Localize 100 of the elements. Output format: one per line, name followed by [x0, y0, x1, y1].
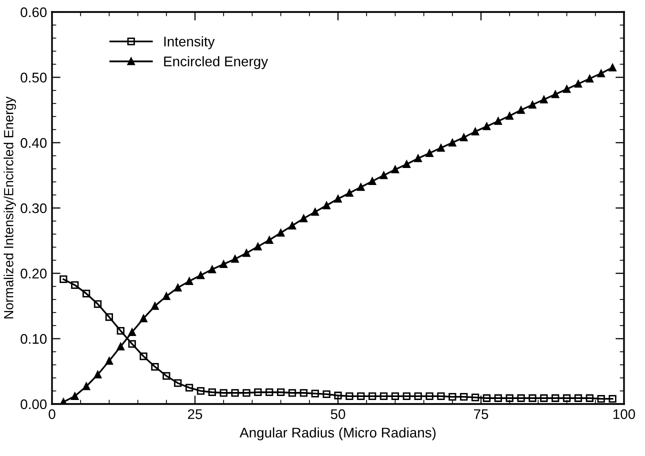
- point: [414, 392, 422, 400]
- point: [162, 372, 170, 380]
- point: [288, 222, 296, 230]
- point: [300, 389, 308, 397]
- point: [94, 370, 102, 378]
- point: [220, 260, 228, 268]
- point: [517, 106, 525, 114]
- point: [128, 328, 136, 336]
- point: [334, 195, 342, 203]
- point: [368, 392, 376, 400]
- point: [552, 394, 560, 402]
- point: [196, 271, 205, 280]
- point: [94, 300, 102, 308]
- point: [574, 80, 582, 88]
- y-tick-label: 0.40: [20, 138, 47, 148]
- point: [402, 392, 410, 400]
- point: [322, 390, 330, 398]
- point: [574, 394, 582, 402]
- point: [460, 134, 468, 142]
- point: [151, 362, 159, 371]
- point: [174, 284, 182, 292]
- point: [448, 392, 456, 401]
- point: [482, 122, 491, 130]
- point: [71, 392, 79, 400]
- point: [391, 166, 400, 174]
- legend-label: Encircled Energy: [164, 56, 268, 70]
- point: [334, 392, 342, 400]
- y-tick-label: 0.60: [20, 7, 47, 18]
- point: [562, 394, 571, 402]
- point: [242, 389, 250, 397]
- point: [231, 255, 239, 263]
- x-tick-label: 25: [188, 409, 202, 420]
- x-tick-label: 75: [474, 409, 488, 420]
- point: [266, 388, 274, 396]
- point: [231, 389, 239, 397]
- point: [82, 382, 90, 390]
- point: [185, 384, 194, 392]
- point: [185, 277, 194, 285]
- point: [140, 352, 148, 360]
- point: [494, 117, 502, 125]
- point: [608, 394, 616, 403]
- point: [322, 202, 330, 210]
- point: [276, 229, 285, 237]
- point: [414, 154, 422, 162]
- point: [506, 112, 514, 120]
- point: [357, 183, 365, 191]
- point: [311, 390, 319, 398]
- point: [528, 394, 536, 402]
- point: [105, 357, 114, 365]
- point: [380, 392, 388, 400]
- point: [128, 340, 136, 348]
- point: [380, 172, 388, 180]
- y-tick-label: 0.10: [20, 334, 47, 344]
- y-axis-title: Normalized Intensity/Encircled Energy: [4, 96, 16, 318]
- point: [586, 74, 594, 82]
- point: [517, 394, 525, 402]
- point: [357, 392, 365, 400]
- x-tick-label: 0: [48, 409, 56, 420]
- legend-label: Intensity: [164, 36, 215, 50]
- point: [426, 392, 434, 400]
- point: [346, 392, 354, 400]
- point: [82, 290, 90, 298]
- point: [482, 394, 491, 402]
- y-tick-label: 0.00: [20, 399, 47, 410]
- point: [346, 189, 354, 197]
- point: [368, 177, 376, 186]
- point: [552, 90, 560, 98]
- point: [60, 275, 68, 284]
- point: [540, 394, 548, 402]
- point: [506, 394, 514, 402]
- point: [586, 394, 594, 402]
- point: [311, 208, 319, 216]
- point: [300, 214, 308, 222]
- point: [597, 394, 605, 403]
- point: [402, 160, 410, 168]
- point: [174, 379, 182, 387]
- point: [276, 388, 285, 396]
- point: [288, 389, 296, 397]
- y-tick-label: 0.30: [20, 203, 47, 214]
- x-tick-label: 100: [613, 409, 636, 420]
- point: [540, 96, 548, 104]
- point: [116, 342, 124, 350]
- x-tick-label: 50: [330, 409, 346, 420]
- x-axis-title: Angular Radius (Micro Radians): [240, 427, 436, 440]
- point: [562, 85, 571, 93]
- point: [471, 128, 480, 136]
- point: [254, 242, 262, 250]
- point: [597, 70, 605, 78]
- y-tick-label: 0.20: [20, 268, 47, 279]
- point: [208, 266, 216, 274]
- point: [196, 387, 205, 395]
- point: [242, 249, 250, 257]
- y-tick-label: 0.50: [20, 72, 47, 83]
- point: [105, 313, 114, 321]
- point: [528, 100, 536, 109]
- point: [208, 388, 216, 396]
- point: [266, 236, 274, 244]
- point: [448, 138, 456, 146]
- point: [254, 388, 262, 396]
- point: [437, 144, 445, 152]
